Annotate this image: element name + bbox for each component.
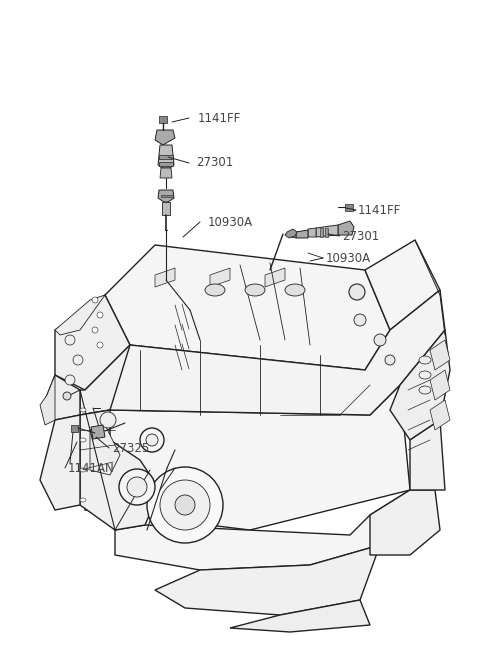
Ellipse shape [127, 477, 147, 497]
Ellipse shape [97, 312, 103, 318]
Ellipse shape [374, 334, 386, 346]
Ellipse shape [175, 495, 195, 515]
Ellipse shape [140, 428, 164, 452]
Ellipse shape [119, 469, 155, 505]
Polygon shape [155, 130, 175, 145]
Polygon shape [110, 290, 445, 415]
Polygon shape [91, 425, 105, 439]
Polygon shape [90, 425, 120, 475]
Ellipse shape [419, 356, 431, 364]
Polygon shape [410, 420, 445, 490]
Polygon shape [162, 202, 170, 215]
Polygon shape [365, 240, 440, 330]
Polygon shape [320, 228, 323, 237]
Text: 10930A: 10930A [326, 252, 371, 265]
Polygon shape [158, 190, 174, 202]
Polygon shape [345, 204, 353, 211]
Ellipse shape [97, 342, 103, 348]
Polygon shape [40, 375, 55, 425]
Ellipse shape [63, 392, 71, 400]
Ellipse shape [160, 480, 210, 530]
Ellipse shape [100, 412, 116, 428]
Polygon shape [325, 228, 328, 237]
Polygon shape [158, 145, 174, 168]
Polygon shape [40, 415, 80, 510]
Polygon shape [105, 245, 390, 370]
Polygon shape [45, 375, 80, 420]
Polygon shape [430, 340, 450, 370]
Ellipse shape [65, 375, 75, 385]
Polygon shape [80, 345, 140, 415]
Polygon shape [71, 425, 78, 432]
Polygon shape [338, 221, 354, 235]
Polygon shape [230, 600, 370, 632]
Polygon shape [55, 295, 130, 390]
Text: 27301: 27301 [342, 229, 379, 242]
Ellipse shape [65, 335, 75, 345]
Polygon shape [155, 268, 175, 287]
Text: 10930A: 10930A [208, 215, 253, 229]
Polygon shape [390, 330, 450, 440]
Polygon shape [430, 370, 450, 400]
Text: 1141FF: 1141FF [358, 204, 401, 217]
Ellipse shape [92, 297, 98, 303]
Polygon shape [161, 195, 173, 197]
Polygon shape [115, 490, 410, 570]
Text: 1141AN: 1141AN [68, 462, 115, 474]
Polygon shape [291, 232, 296, 238]
Text: 27301: 27301 [196, 157, 233, 170]
Polygon shape [210, 268, 230, 287]
Polygon shape [308, 228, 316, 237]
Ellipse shape [80, 438, 86, 442]
Ellipse shape [419, 386, 431, 394]
Ellipse shape [285, 284, 305, 296]
Polygon shape [55, 295, 105, 335]
Ellipse shape [245, 284, 265, 296]
Ellipse shape [146, 434, 158, 446]
Polygon shape [159, 155, 173, 159]
Text: 27325: 27325 [112, 441, 149, 455]
Ellipse shape [80, 498, 86, 502]
Ellipse shape [73, 355, 83, 365]
Polygon shape [80, 385, 410, 530]
Text: 1141FF: 1141FF [198, 111, 241, 124]
Ellipse shape [205, 284, 225, 296]
Polygon shape [265, 268, 285, 287]
Polygon shape [296, 230, 308, 238]
Polygon shape [285, 229, 297, 238]
Polygon shape [159, 116, 167, 123]
Ellipse shape [147, 467, 223, 543]
Polygon shape [430, 400, 450, 430]
Ellipse shape [92, 327, 98, 333]
Ellipse shape [80, 408, 86, 412]
Polygon shape [370, 490, 440, 555]
Ellipse shape [354, 314, 366, 326]
Polygon shape [160, 168, 172, 178]
Ellipse shape [385, 355, 395, 365]
Polygon shape [159, 162, 173, 166]
Polygon shape [316, 225, 338, 237]
Polygon shape [80, 410, 160, 530]
Ellipse shape [80, 468, 86, 472]
Ellipse shape [419, 371, 431, 379]
Ellipse shape [349, 284, 365, 300]
Polygon shape [155, 545, 380, 615]
